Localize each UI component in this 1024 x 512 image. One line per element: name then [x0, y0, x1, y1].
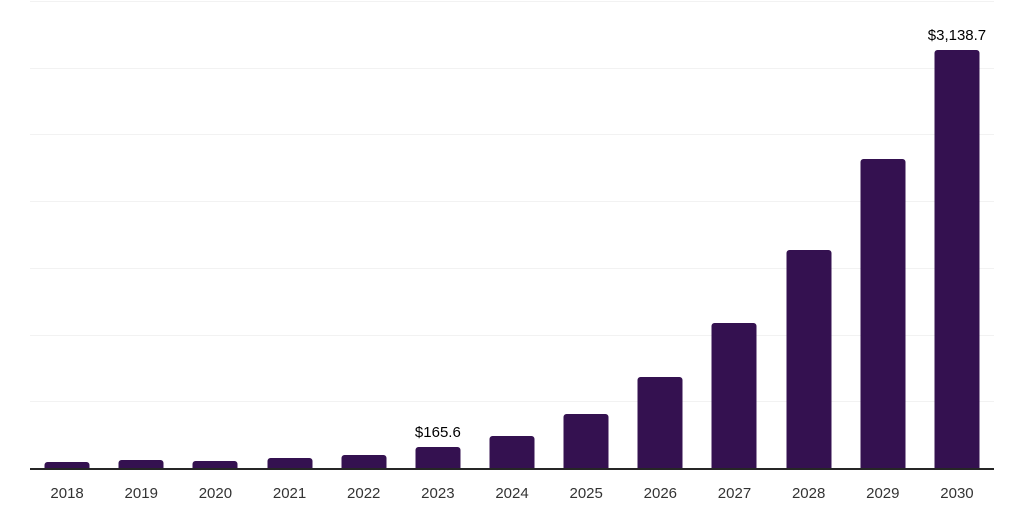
bar	[489, 435, 535, 469]
x-tick-label: 2021	[272, 485, 307, 502]
gridline	[30, 334, 994, 336]
bar-band	[104, 2, 178, 469]
bar	[860, 158, 906, 469]
x-tick-label: 2025	[569, 485, 603, 502]
gridline	[30, 134, 994, 136]
gridline	[30, 401, 994, 403]
gridline	[30, 1, 994, 2]
x-axis-line	[30, 468, 994, 470]
bar-band	[549, 2, 623, 469]
x-tick-label: 2018	[50, 485, 84, 502]
x-tick-label: 2028	[791, 485, 826, 502]
plot-area: $165.6 $3,138.7	[30, 1, 994, 470]
bar-band	[475, 2, 549, 469]
bar-band	[846, 2, 920, 469]
bar-band	[772, 2, 846, 469]
x-tick-label: 2026	[643, 485, 678, 502]
bar-band	[252, 2, 326, 469]
bar-band	[697, 2, 771, 469]
bar-band	[327, 2, 401, 469]
x-tick-label: 2024	[495, 485, 529, 502]
gridline	[30, 201, 994, 203]
x-tick-label: 2027	[717, 485, 752, 502]
bar-band: $3,138.7	[920, 2, 994, 469]
bar-value-label: $3,138.7	[927, 27, 987, 45]
bar	[44, 462, 90, 469]
x-tick-label: 2029	[866, 485, 900, 502]
bar	[934, 50, 980, 469]
x-axis-tick-labels: 2018 2019 2020 2021 2022 2023 2024 2025 2026 2027…	[30, 484, 994, 504]
x-tick-label: 2022	[347, 485, 381, 502]
bars-group: $165.6 $3,138.7	[30, 2, 994, 469]
bar	[267, 458, 313, 469]
bar	[192, 461, 238, 469]
bar	[415, 446, 461, 469]
bar-band	[178, 2, 252, 469]
bar	[341, 454, 387, 469]
x-tick-label: 2030	[940, 485, 974, 502]
x-tick-label: 2023	[421, 485, 455, 502]
bar	[786, 250, 832, 469]
x-tick-label: 2019	[124, 485, 158, 502]
bar	[637, 377, 683, 469]
bar	[118, 460, 164, 469]
bar-band: $165.6	[401, 2, 475, 469]
bar-value-label: $165.6	[414, 423, 461, 441]
gridline	[30, 267, 994, 269]
gridline	[30, 67, 994, 69]
x-tick-label: 2020	[198, 485, 233, 502]
bar-band	[623, 2, 697, 469]
bar-band	[30, 2, 104, 469]
bar	[711, 323, 757, 469]
bar	[563, 413, 609, 469]
